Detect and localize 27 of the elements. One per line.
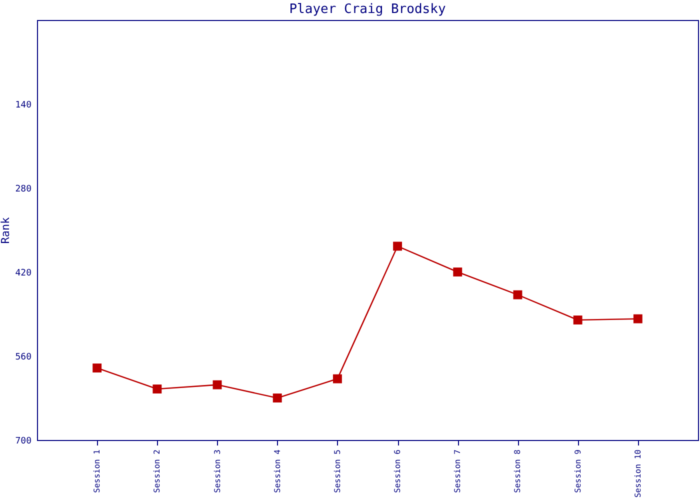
x-tick-label: Session 3 — [212, 449, 222, 493]
point — [633, 314, 642, 324]
x-tick-label: Session 1 — [92, 449, 102, 493]
x-tick-label: Session 6 — [393, 449, 402, 493]
point — [152, 384, 162, 394]
point — [573, 316, 582, 324]
point — [453, 268, 462, 276]
y-tick-label: 140 — [15, 100, 32, 110]
point — [92, 364, 102, 372]
x-tick-label: Session 10 — [633, 449, 642, 498]
point — [393, 242, 402, 251]
x-tick-label: Session 5 — [332, 449, 342, 493]
y-tick-label: 560 — [15, 352, 32, 362]
point — [513, 290, 522, 300]
x-tick-label: Session 4 — [272, 449, 282, 493]
y-tick-label: 280 — [15, 184, 32, 194]
chart-title: Player Craig Brodsky — [289, 2, 446, 17]
x-tick-label: Session 2 — [152, 449, 162, 493]
x-tick-label: Session 9 — [573, 449, 582, 493]
x-tick-label: Session 8 — [513, 449, 522, 493]
y-tick-label: 700 — [15, 436, 32, 446]
point — [272, 394, 282, 402]
y-tick-label: 420 — [15, 268, 32, 278]
y-axis-title: Rank — [0, 216, 12, 244]
x-tick-label: Session 7 — [453, 449, 462, 493]
point — [332, 374, 342, 384]
point — [212, 380, 222, 390]
